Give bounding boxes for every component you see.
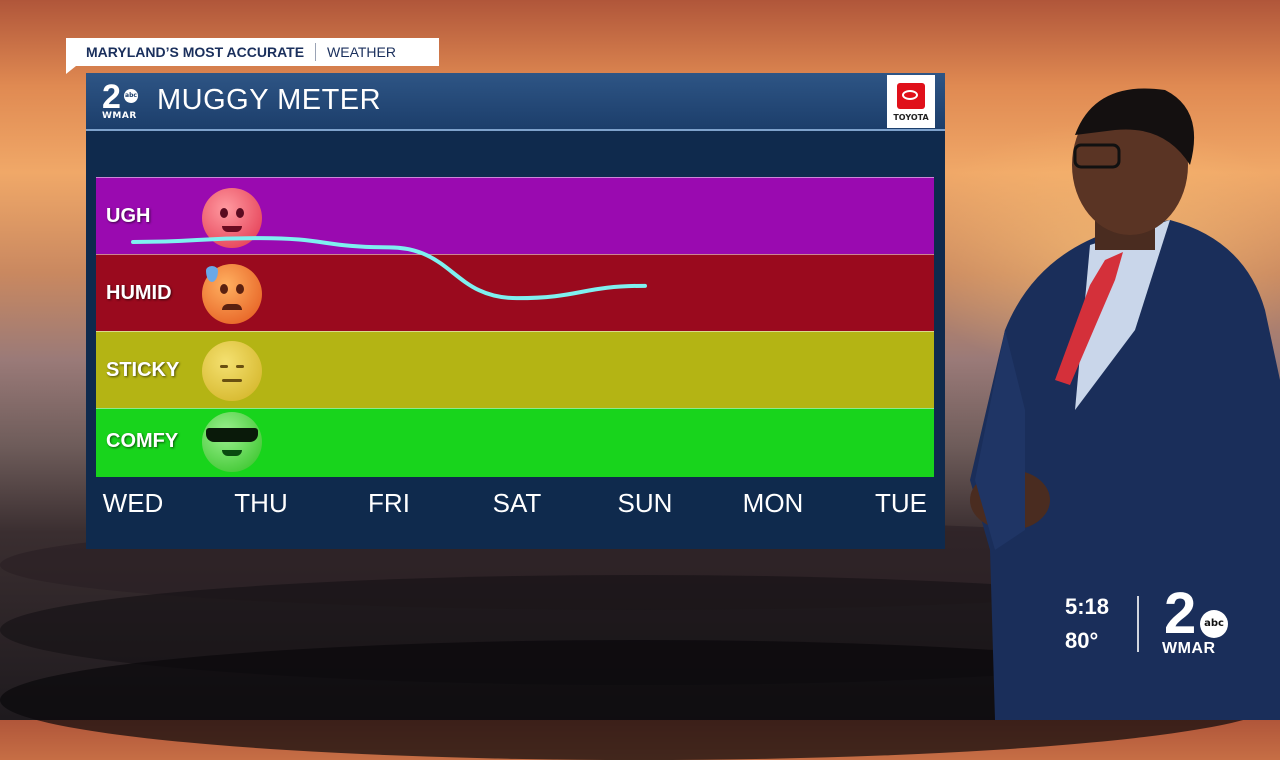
network-icon: abc <box>124 89 138 103</box>
muggy-trend-svg <box>96 177 934 477</box>
muggy-trend-line <box>133 238 645 298</box>
day-label-sun: SUN <box>600 488 690 519</box>
bug-network-icon: abc <box>1200 610 1228 638</box>
current-temperature: 80° <box>1065 628 1098 654</box>
day-label-mon: MON <box>728 488 818 519</box>
day-axis: WED THU FRI SAT SUN MON TUE <box>86 488 945 528</box>
tagline-banner: MARYLAND’S MOST ACCURATE WEATHER <box>66 38 439 66</box>
bug-logo-number: 2 <box>1164 582 1196 646</box>
bug-divider <box>1137 596 1139 652</box>
day-label-wed: WED <box>88 488 178 519</box>
tagline-light: WEATHER <box>327 44 396 60</box>
station-call: WMAR <box>102 111 137 121</box>
panel-title: MUGGY METER <box>157 84 381 117</box>
station-bug: 5:18 80° 2 abc WMAR <box>1060 588 1260 664</box>
tagline-strong: MARYLAND’S MOST ACCURATE <box>86 44 304 60</box>
toyota-icon <box>897 83 925 109</box>
day-label-sat: SAT <box>472 488 562 519</box>
panel-header: 2 abc WMAR MUGGY METER TOYOTA <box>86 73 945 131</box>
station-logo: 2 abc WMAR <box>102 81 142 123</box>
sponsor-logo: TOYOTA <box>887 75 935 128</box>
tagline-divider <box>315 43 316 61</box>
day-label-tue: TUE <box>856 488 946 519</box>
sponsor-name: TOYOTA <box>887 113 935 122</box>
bug-logo-call: WMAR <box>1162 640 1216 658</box>
current-time: 5:18 <box>1065 594 1109 620</box>
day-label-fri: FRI <box>344 488 434 519</box>
tagline-tail <box>66 66 76 74</box>
day-label-thu: THU <box>216 488 306 519</box>
